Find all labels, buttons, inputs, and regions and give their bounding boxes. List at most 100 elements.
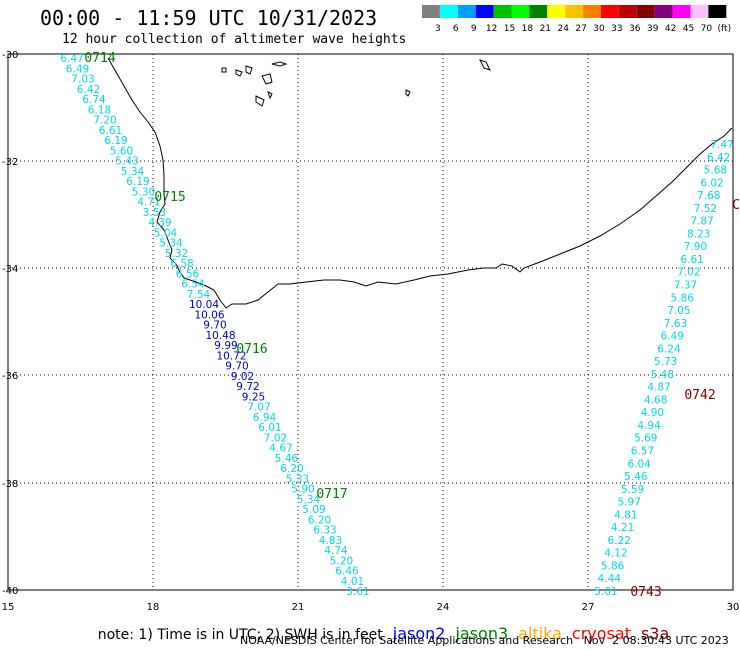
color-scale-label: 39 <box>647 24 659 34</box>
color-swatch <box>422 5 440 18</box>
swh-value: 5.73 <box>654 356 677 368</box>
swh-value: 5.34 <box>159 238 183 250</box>
color-scale-label: 27 <box>575 24 586 34</box>
swh-value: 6.94 <box>253 412 277 424</box>
swh-value: 5.33 <box>286 473 309 485</box>
island-1 <box>221 67 227 73</box>
color-swatch <box>690 5 709 18</box>
swh-value: 6.04 <box>627 458 651 470</box>
swh-value: 4.67 <box>269 443 292 455</box>
longitude-label: 30 <box>727 602 740 613</box>
color-scale-label: 33 <box>611 24 622 34</box>
swh-value: 6.24 <box>657 343 681 355</box>
swh-value: 4.68 <box>644 394 667 406</box>
swh-value: 7.63 <box>664 318 687 330</box>
swh-value: 5.46 <box>624 471 648 483</box>
color-swatch <box>493 5 512 18</box>
longitude-label: 27 <box>582 602 595 613</box>
swh-value: 5.69 <box>634 433 657 445</box>
pass-time-label: 0742 <box>684 388 715 403</box>
swh-value: 7.37 <box>674 279 697 291</box>
west-coast-line <box>107 57 733 309</box>
swh-value: 7.03 <box>71 74 94 86</box>
swh-value: 4.44 <box>598 573 622 585</box>
note-row: note: 1) Time is in UTC; 2) SWH is in fe… <box>64 608 670 650</box>
longitude-label: 18 <box>147 602 160 613</box>
satellite-legend: jason2 jason3 altika cryosat s3a <box>383 624 670 643</box>
swh-value: 5.86 <box>601 560 625 572</box>
swh-value: 8.23 <box>687 228 710 240</box>
swh-value: 4.39 <box>148 217 171 229</box>
swh-value: 4.74 <box>324 545 348 557</box>
pass-time-label: C <box>732 198 740 213</box>
satellite-cryosat-label: cryosat <box>571 624 631 643</box>
swh-value: 6.22 <box>608 535 631 547</box>
swh-value: 7.02 <box>264 432 287 444</box>
island-2 <box>235 69 243 77</box>
swh-value: 7.47 <box>710 139 733 151</box>
pass-time-label: 0743 <box>630 585 661 600</box>
island-7 <box>271 61 288 67</box>
swh-value: 7.87 <box>690 216 713 228</box>
pass-time-label: 0716 <box>236 342 267 357</box>
swh-value: 4.83 <box>319 535 342 547</box>
color-swatch <box>583 5 601 18</box>
pass-time-label: 0717 <box>316 487 347 502</box>
swh-value: 10.04 <box>189 299 219 311</box>
swh-value: 5.60 <box>110 145 133 157</box>
swh-value: 6.74 <box>82 94 106 106</box>
swh-value: 5.34 <box>121 166 145 178</box>
color-scale-label: 45 <box>683 24 694 34</box>
swh-value: 4.21 <box>611 522 634 534</box>
pass-time-label: 0715 <box>154 190 185 205</box>
swh-value: 7.05 <box>667 305 690 317</box>
swh-value: 5.20 <box>330 555 353 567</box>
swh-value: 7.20 <box>93 115 116 127</box>
color-swatch <box>618 5 637 18</box>
swh-value: 7.68 <box>697 190 720 202</box>
color-scale-label: 70 <box>701 24 713 34</box>
swh-value: 10.06 <box>194 309 224 321</box>
color-scale-label: 18 <box>522 24 534 34</box>
latitude-label: -40 <box>2 586 18 597</box>
swh-value: 5.30 <box>132 186 155 198</box>
color-scale-label: 9 <box>471 24 477 34</box>
color-scale-label: 3 <box>435 24 441 34</box>
latitude-label: -32 <box>2 157 18 168</box>
longitude-label: 24 <box>437 602 450 613</box>
swh-value: 6.19 <box>104 135 127 147</box>
island-6 <box>267 91 273 100</box>
color-scale-label: (ft) <box>718 24 732 34</box>
swh-value: 7.02 <box>677 267 700 279</box>
longitude-label: 21 <box>292 602 305 613</box>
swh-value: 7.52 <box>694 203 717 215</box>
swh-value: 5.34 <box>297 494 321 506</box>
swh-value: 6.42 <box>77 84 100 96</box>
swh-value: 9.25 <box>242 391 265 403</box>
swh-value: 5.97 <box>618 497 641 509</box>
island-4 <box>261 73 273 85</box>
color-scale-legend: 3 6 9 12 15 18 21 24 27 30 33 36 39 42 45 70 (ft) <box>422 5 732 34</box>
swh-value: 6.20 <box>280 463 303 475</box>
swh-value: 6.61 <box>680 254 703 266</box>
swh-value: 6.02 <box>700 177 723 189</box>
swh-value: 5.90 <box>291 484 314 496</box>
swh-value: 6.49 <box>661 331 684 343</box>
map-grid: -30 -32 -34 -36 -38 -40 15 18 21 24 27 30 <box>2 50 740 613</box>
swh-value: 10.48 <box>205 330 235 342</box>
altimeter-tracks: 6.476.497.036.426.746.187.206.616.195.60… <box>60 51 740 600</box>
swh-value: 6.19 <box>126 176 149 188</box>
satellite-s3a-label: s3a <box>640 624 670 643</box>
map-subtitle: 12 hour collection of altimeter wave hei… <box>62 32 407 47</box>
swh-value: 6.49 <box>66 63 89 75</box>
color-scale-label: 15 <box>504 24 515 34</box>
island-3 <box>245 65 253 75</box>
swh-value: 6.01 <box>258 422 281 434</box>
swh-value: 4.01 <box>341 576 364 588</box>
coastline <box>107 57 733 309</box>
swh-value: 6.42 <box>707 152 730 164</box>
swh-value: 6.47 <box>60 53 83 65</box>
footer-credit: NOAA/NESDIS Center for Satellite Applica… <box>240 634 729 647</box>
color-scale-label: 24 <box>557 24 569 34</box>
